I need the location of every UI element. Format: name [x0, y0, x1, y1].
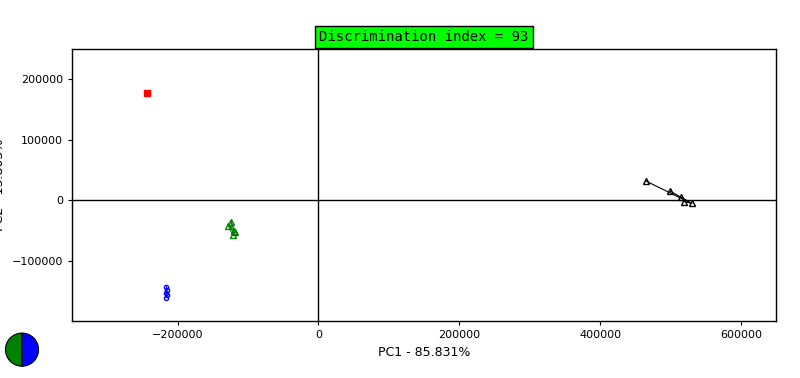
Title: Discrimination index = 93: Discrimination index = 93 — [319, 30, 529, 44]
X-axis label: PC1 - 85.831%: PC1 - 85.831% — [378, 346, 470, 359]
Y-axis label: PC2 - 13.803%: PC2 - 13.803% — [0, 139, 6, 231]
Wedge shape — [6, 333, 22, 366]
Wedge shape — [22, 333, 38, 366]
